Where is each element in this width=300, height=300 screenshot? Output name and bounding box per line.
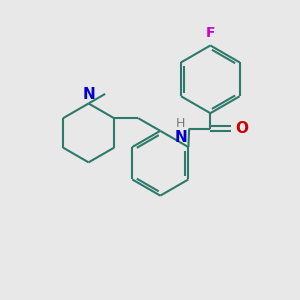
Text: F: F	[206, 26, 215, 40]
Text: N: N	[175, 130, 188, 145]
Text: N: N	[82, 87, 95, 102]
Text: H: H	[176, 117, 185, 130]
Text: O: O	[235, 121, 248, 136]
